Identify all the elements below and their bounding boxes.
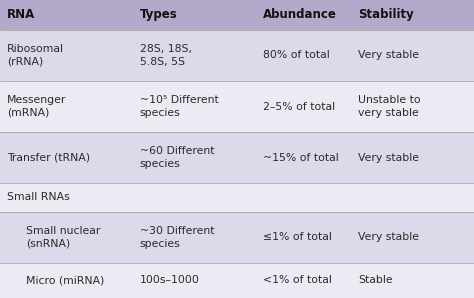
- Text: 80% of total: 80% of total: [263, 50, 330, 60]
- Bar: [0, 212, 474, 263]
- Text: Very stable: Very stable: [358, 153, 419, 163]
- Text: ~10⁵ Different
species: ~10⁵ Different species: [140, 95, 219, 118]
- Text: Stable: Stable: [358, 275, 392, 285]
- Text: Types: Types: [140, 8, 178, 21]
- Bar: [0, 81, 474, 132]
- Text: 28S, 18S,
5.8S, 5S: 28S, 18S, 5.8S, 5S: [140, 44, 192, 67]
- Text: Small nuclear
(snRNA): Small nuclear (snRNA): [26, 226, 100, 249]
- Text: <1% of total: <1% of total: [263, 275, 332, 285]
- Text: Very stable: Very stable: [358, 50, 419, 60]
- Text: Abundance: Abundance: [263, 8, 337, 21]
- Text: 2–5% of total: 2–5% of total: [263, 102, 335, 111]
- Text: Small RNAs: Small RNAs: [7, 193, 70, 202]
- Text: Unstable to
very stable: Unstable to very stable: [358, 95, 420, 118]
- Text: Transfer (tRNA): Transfer (tRNA): [7, 153, 90, 163]
- Bar: [0, 132, 474, 183]
- Bar: [0, 263, 474, 298]
- Bar: [0, 0, 474, 30]
- Text: Stability: Stability: [358, 8, 414, 21]
- Text: Very stable: Very stable: [358, 232, 419, 242]
- Text: ~60 Different
species: ~60 Different species: [140, 146, 214, 169]
- Text: Ribosomal
(rRNA): Ribosomal (rRNA): [7, 44, 64, 67]
- Text: Messenger
(mRNA): Messenger (mRNA): [7, 95, 66, 118]
- Text: RNA: RNA: [7, 8, 36, 21]
- Text: Micro (miRNA): Micro (miRNA): [26, 275, 104, 285]
- Text: ≤1% of total: ≤1% of total: [263, 232, 332, 242]
- Bar: [0, 183, 474, 212]
- Text: ~30 Different
species: ~30 Different species: [140, 226, 214, 249]
- Text: 100s–1000: 100s–1000: [140, 275, 200, 285]
- Bar: [0, 30, 474, 81]
- Text: ~15% of total: ~15% of total: [263, 153, 339, 163]
